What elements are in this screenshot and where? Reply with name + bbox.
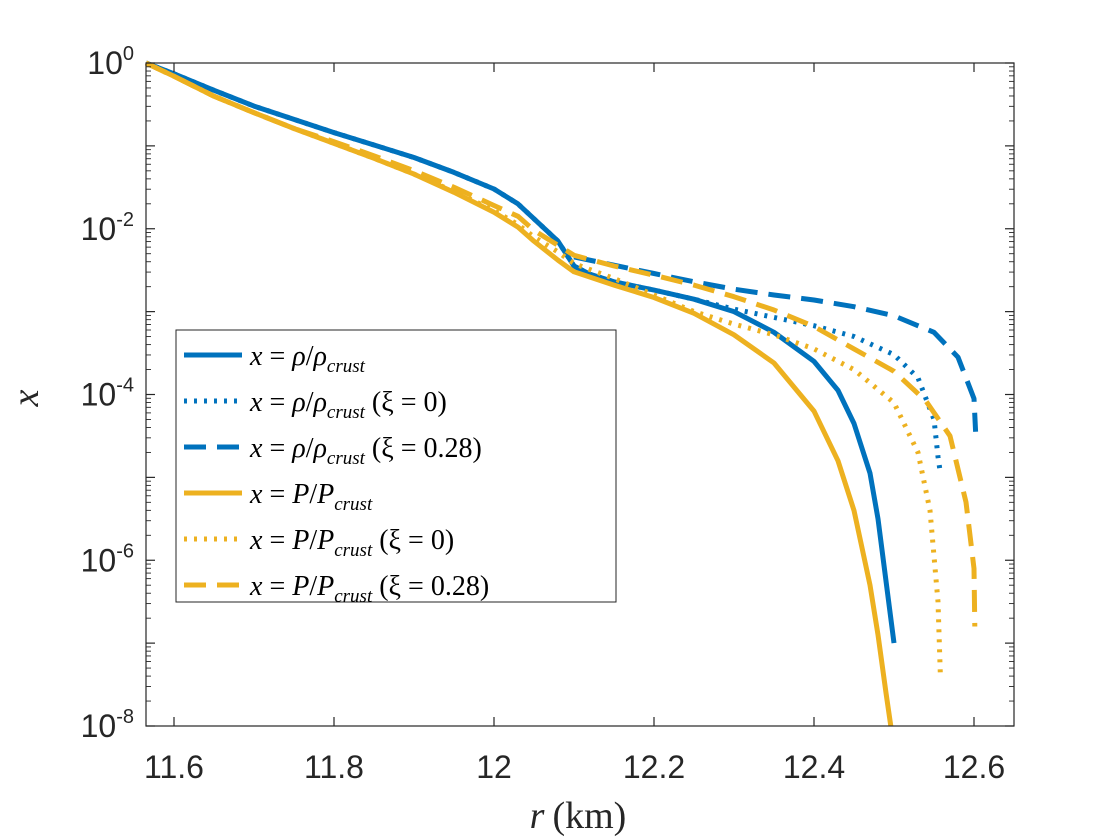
- legend-label-2: x = ρ/ρcrust (ξ = 0): [249, 387, 447, 423]
- x-tick-label-1: 11.6: [144, 749, 204, 785]
- ticks-layer: [146, 62, 1014, 727]
- y-tick-label-4: 10-6: [81, 540, 134, 578]
- legend-label-4: x = P/Pcrust: [249, 479, 373, 515]
- legend-label-3: x = ρ/ρcrust (ξ = 0.28): [249, 433, 482, 469]
- x-axis-label: r (km): [530, 795, 627, 837]
- y-tick-label-2: 10-2: [81, 209, 134, 247]
- x-tick-label-5: 12.4: [783, 749, 845, 785]
- x-tick-label-6: 12.6: [943, 749, 1005, 785]
- y-axis-label: x: [5, 389, 47, 407]
- x-tick-label-3: 12: [476, 749, 512, 785]
- series-line-6: [144, 60, 978, 627]
- series-layer: [144, 60, 979, 727]
- legend: x = ρ/ρcrust x = ρ/ρcrust (ξ = 0) x = ρ/ρc…: [175, 329, 617, 607]
- legend-label-1: x = ρ/ρcrust: [249, 341, 366, 377]
- legend-label-6: x = P/Pcrust (ξ = 0.28): [249, 571, 489, 607]
- x-tick-labels: 11.6 11.8 12 12.2 12.4 12.6: [144, 749, 1005, 785]
- y-tick-label-5: 10-8: [81, 706, 134, 744]
- y-tick-label-1: 100: [87, 43, 134, 81]
- plot-frame: [145, 62, 1015, 727]
- x-tick-label-4: 12.2: [623, 749, 685, 785]
- y-tick-label-3: 10-4: [81, 375, 134, 413]
- y-tick-labels: 100 10-2 10-4 10-6 10-8: [81, 43, 134, 744]
- series-line-3: [573, 254, 979, 432]
- x-tick-label-2: 11.8: [304, 749, 364, 785]
- legend-label-5: x = P/Pcrust (ξ = 0): [249, 525, 454, 561]
- legend-box: [175, 329, 617, 603]
- series-line-2: [145, 60, 943, 474]
